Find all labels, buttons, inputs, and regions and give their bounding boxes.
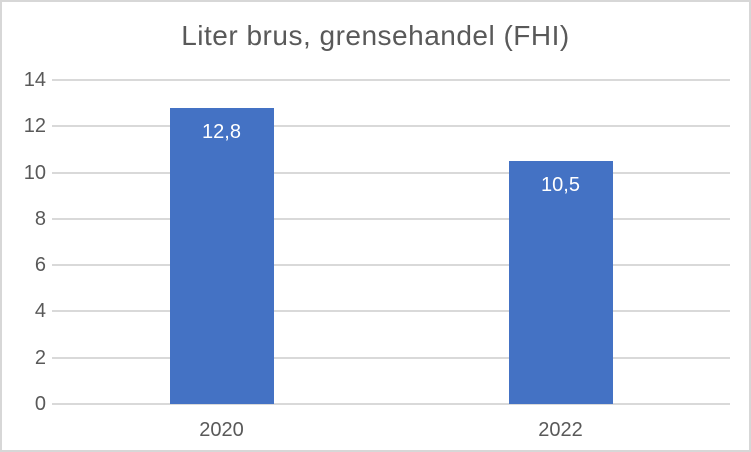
x-axis-tick-label: 2022 [538,419,583,441]
y-axis-tick-label: 10 [23,161,46,184]
gridline [52,217,730,220]
gridline [52,264,730,267]
gridline [52,356,730,359]
y-axis-tick-label: 2 [34,346,46,369]
bar-value-label: 12,8 [202,120,241,143]
x-axis-line [52,403,730,405]
y-axis-tick-label: 14 [23,69,46,91]
x-axis-tick-label: 2020 [199,419,244,441]
bar-2020 [169,107,274,404]
gridline [52,310,730,313]
y-axis-tick-label: 0 [34,393,46,415]
y-axis-tick-label: 8 [34,207,46,230]
y-axis-tick-label: 6 [34,254,46,277]
gridline [52,79,730,81]
bar-2022 [508,161,613,404]
y-axis-tick-label: 4 [34,300,46,323]
y-axis-tick-label: 12 [23,115,46,138]
gridline [52,125,730,128]
bar-value-label: 10,5 [541,174,580,196]
gridline [52,171,730,174]
chart-title: Liter brus, grensehandel (FHI) [181,20,570,51]
